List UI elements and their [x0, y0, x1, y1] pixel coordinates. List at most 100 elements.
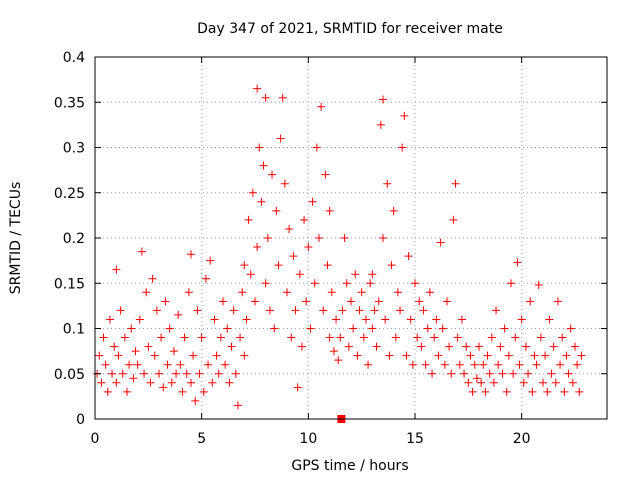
x-tick-label: 15 [406, 431, 424, 447]
data-point [278, 93, 287, 102]
data-point [470, 360, 479, 369]
data-point [140, 369, 149, 378]
data-point [116, 306, 125, 315]
data-point [460, 369, 469, 378]
data-point [379, 234, 387, 242]
y-tick-label: 0.25 [54, 186, 85, 202]
data-point [182, 369, 191, 378]
y-tick-label: 0.2 [63, 231, 85, 247]
data-point [238, 288, 247, 297]
data-point [276, 134, 285, 143]
data-point [500, 324, 509, 333]
data-point [325, 333, 334, 342]
data-point [283, 288, 291, 297]
data-point [455, 360, 464, 369]
data-point [295, 270, 304, 279]
data-point [515, 360, 524, 369]
data-point [163, 360, 172, 369]
data-point [323, 261, 332, 270]
data-point [404, 252, 413, 261]
grid [95, 57, 607, 419]
data-point [553, 297, 562, 306]
data-point [539, 378, 547, 387]
data-point [457, 315, 466, 324]
data-point [381, 315, 390, 324]
data-point [191, 396, 200, 405]
data-point [268, 170, 277, 179]
data-point [129, 374, 138, 383]
data-point [172, 369, 181, 378]
data-point [193, 306, 202, 315]
data-point [223, 324, 232, 333]
data-point [174, 310, 183, 319]
data-point [216, 333, 225, 342]
data-point [355, 306, 364, 315]
data-point [201, 274, 210, 283]
data-point [428, 369, 437, 378]
x-tick-label: 0 [91, 431, 100, 447]
data-point [464, 378, 473, 387]
data-point [133, 360, 142, 369]
data-point [372, 342, 381, 351]
data-point [265, 306, 274, 315]
data-point [110, 342, 119, 351]
data-point [246, 270, 255, 279]
data-point [502, 387, 511, 396]
y-tick-label: 0 [76, 412, 85, 428]
data-point [530, 351, 539, 360]
data-point [340, 234, 349, 242]
data-point [366, 279, 375, 288]
data-point [347, 297, 355, 306]
data-point [560, 387, 569, 396]
data-point [528, 387, 537, 396]
data-point [342, 279, 351, 288]
data-point [236, 333, 245, 342]
data-point [225, 378, 234, 387]
data-point [511, 333, 520, 342]
data-point [304, 243, 313, 252]
data-point [545, 315, 554, 324]
data-point [543, 387, 552, 396]
data-point [157, 333, 166, 342]
data-point [176, 360, 185, 369]
data-point [415, 297, 424, 306]
data-point [285, 224, 294, 233]
data-point [114, 351, 123, 360]
data-point [438, 324, 447, 333]
x-axis-label: GPS time / hours [291, 458, 408, 474]
data-point [244, 215, 253, 224]
data-point [541, 351, 550, 360]
data-point [219, 297, 227, 306]
data-point [417, 342, 426, 351]
data-point [475, 342, 483, 351]
data-point [270, 324, 279, 333]
data-point [391, 333, 400, 342]
data-point [396, 306, 405, 315]
data-point [142, 288, 151, 297]
data-point [370, 306, 379, 315]
data-point [105, 315, 114, 324]
data-point [534, 281, 543, 290]
data-point [451, 179, 460, 188]
data-point [353, 351, 362, 360]
y-tick-label: 0.15 [54, 276, 85, 292]
data-point [408, 360, 417, 369]
data-point [489, 378, 498, 387]
data-point [167, 378, 176, 387]
data-point [329, 347, 338, 356]
data-point [517, 315, 526, 324]
data-point [453, 333, 462, 342]
data-point [385, 351, 394, 360]
data-point [248, 188, 257, 197]
data-point [178, 387, 187, 396]
data-point [206, 256, 215, 265]
data-point [280, 179, 289, 188]
data-point [526, 297, 535, 306]
data-point [571, 342, 579, 351]
ticks [94, 56, 607, 420]
data-point [161, 297, 170, 306]
data-point [310, 279, 319, 288]
data-point [195, 369, 204, 378]
data-point [443, 297, 451, 306]
data-point [449, 215, 458, 224]
